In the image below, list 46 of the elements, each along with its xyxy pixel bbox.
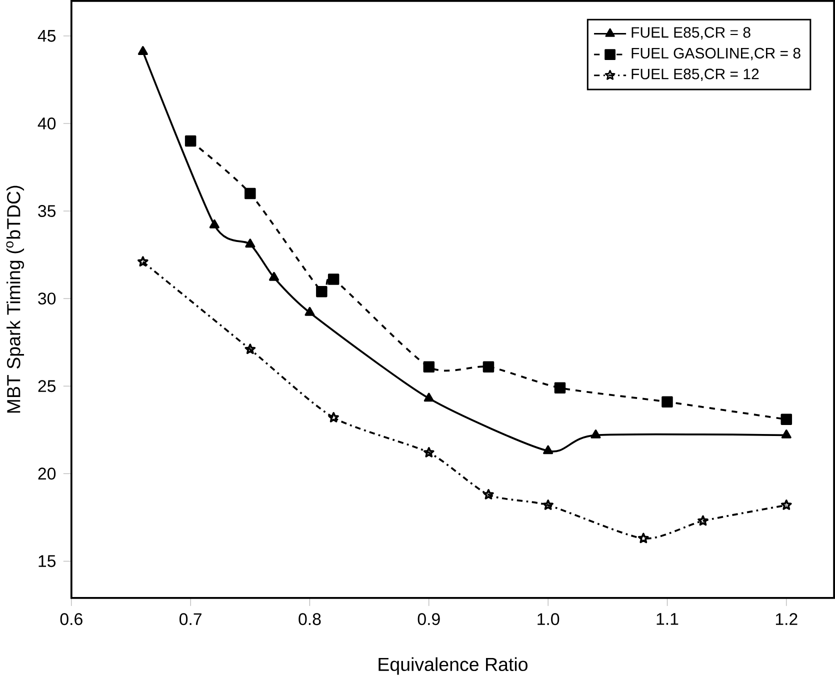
point [328,274,340,285]
point [781,430,792,438]
point [543,445,554,454]
point [316,286,328,298]
legend-label: FUEL E85,CR = 12 [632,68,759,82]
x-tick-label: 0.7 [180,613,202,626]
point [590,430,601,438]
point [304,306,315,316]
point [781,500,792,510]
point [698,515,708,526]
point [244,188,256,200]
point [482,361,494,372]
point [184,135,196,147]
point [662,396,673,408]
point [424,447,434,458]
point [424,392,434,402]
x-tick-label: 1.2 [776,613,798,625]
x-tick-label: 1.1 [656,613,678,625]
point [245,238,256,248]
legend-label: FUEL GASOLINE,CR = 8 [632,48,800,60]
x-tick-label: 0.9 [418,613,440,626]
y-tick-label: 40 [38,118,56,130]
point [328,412,339,422]
point [483,489,494,500]
point [638,532,649,544]
x-tick-label: 0.6 [60,613,82,626]
point [138,256,148,267]
y-axis-title: MBT Spark Timing ($^{o}$bTDC) [6,186,24,413]
point [780,414,792,425]
legend-label: FUEL E85,CR = 8 [632,27,750,40]
point [268,272,279,281]
y-tick-label: 35 [38,205,56,218]
x-tick-label: 1.0 [538,613,560,626]
y-tick-label: 45 [38,30,56,42]
point [542,500,554,510]
point [244,344,256,354]
point [423,361,435,372]
x-axis-title: Equivalence Ratio [378,657,528,675]
y-tick-label: 30 [38,292,56,305]
point [138,46,148,55]
y-tick-label: 15 [38,555,56,568]
y-tick-label: 20 [38,468,56,480]
y-tick-label: 25 [38,380,56,392]
x-tick-label: 0.8 [298,613,321,626]
point [554,382,566,394]
point [209,219,220,228]
